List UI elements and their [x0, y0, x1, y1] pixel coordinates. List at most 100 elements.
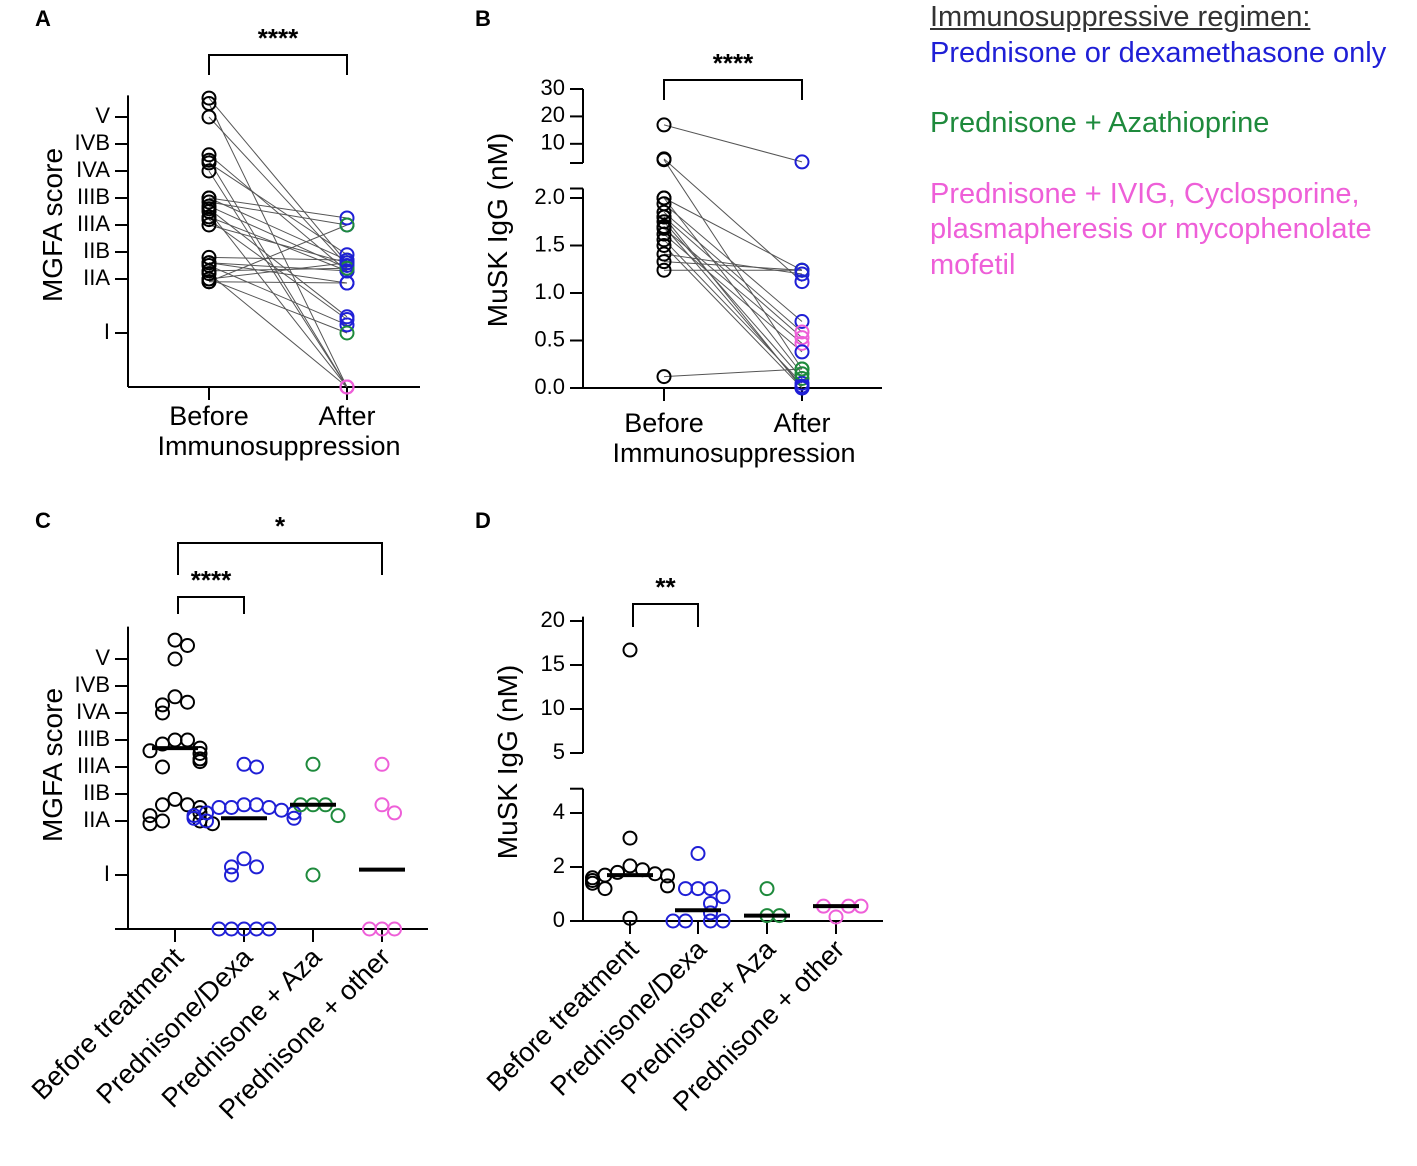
- point: [690, 881, 706, 897]
- point: [249, 759, 264, 775]
- pair-line: [208, 116, 348, 266]
- point: [236, 756, 252, 772]
- y-tick-label: IIIB: [77, 726, 110, 751]
- y-tick-label: 2: [553, 853, 565, 878]
- pair-line: [208, 205, 348, 269]
- point: [155, 705, 170, 721]
- y-tick-label: IVA: [76, 157, 110, 182]
- y-tick-label: 30: [541, 75, 565, 100]
- before-point: [201, 194, 217, 210]
- after-point: [339, 379, 355, 395]
- y-tick-label: IVA: [76, 699, 110, 724]
- pair-line: [663, 158, 803, 282]
- y-tick-label: V: [95, 103, 110, 128]
- pair-line: [208, 278, 348, 334]
- point: [374, 797, 390, 813]
- y-axis-label: MGFA score: [37, 148, 68, 302]
- before-point: [201, 217, 217, 233]
- point: [167, 689, 183, 705]
- after-point: [794, 378, 810, 394]
- point: [167, 632, 183, 648]
- y-tick-label: 4: [553, 799, 565, 824]
- point: [167, 732, 183, 748]
- significance-bracket: [632, 603, 699, 627]
- after-point: [794, 330, 810, 346]
- legend-entry: Prednisone + Azathioprine: [930, 107, 1270, 139]
- significance-label: ****: [258, 23, 299, 53]
- after-point: [794, 274, 810, 290]
- pair-line: [208, 162, 348, 256]
- before-point: [201, 266, 217, 282]
- pair-line: [663, 245, 803, 389]
- point: [660, 868, 675, 884]
- pair-line: [663, 211, 803, 333]
- after-point: [794, 266, 810, 282]
- significance-label: *: [275, 511, 286, 541]
- point: [249, 859, 264, 875]
- y-tick-label: 0.5: [534, 326, 565, 351]
- after-point: [794, 324, 810, 340]
- point: [703, 881, 718, 897]
- y-tick-label: IVB: [75, 130, 110, 155]
- y-tick-label: 1.5: [534, 231, 565, 256]
- y-axis-label: MuSK IgG (nM): [492, 665, 523, 859]
- x-tick-label: After: [318, 401, 375, 431]
- before-point: [656, 117, 672, 133]
- x-axis-label: Immunosuppression: [612, 438, 855, 468]
- significance-label: ****: [713, 48, 754, 78]
- panel-letter: C: [35, 508, 51, 533]
- y-tick-label: IIB: [83, 238, 110, 263]
- after-point: [339, 217, 355, 233]
- after-point: [339, 325, 355, 341]
- before-point: [656, 204, 672, 220]
- panel-letter: D: [475, 508, 491, 533]
- before-point: [201, 274, 217, 290]
- after-point: [794, 361, 810, 377]
- legend-title: Immunosuppressive regimen:: [930, 1, 1311, 33]
- before-point: [656, 246, 672, 262]
- point: [155, 759, 170, 775]
- pair-line: [208, 262, 348, 280]
- after-point: [794, 335, 810, 351]
- point: [142, 808, 158, 824]
- y-tick-label: 1.0: [534, 279, 565, 304]
- pair-line: [208, 262, 348, 272]
- point: [622, 830, 638, 846]
- point: [211, 800, 227, 815]
- point: [665, 913, 681, 929]
- point: [622, 642, 638, 658]
- before-point: [656, 219, 672, 234]
- pair-line: [663, 253, 803, 275]
- point: [224, 867, 239, 883]
- pair-line: [208, 265, 348, 326]
- pair-line: [663, 261, 803, 271]
- y-tick-label: V: [95, 645, 110, 670]
- after-point: [339, 210, 355, 226]
- pair-line: [208, 197, 348, 261]
- pair-line: [208, 170, 348, 388]
- point: [261, 800, 277, 815]
- point: [142, 743, 158, 759]
- after-point: [794, 262, 810, 278]
- before-point: [656, 226, 672, 242]
- point: [224, 859, 239, 875]
- before-point: [656, 152, 672, 168]
- y-tick-label: 0.0: [534, 374, 565, 399]
- point: [236, 851, 252, 867]
- significance-label: **: [655, 572, 676, 602]
- y-tick-label: IIA: [83, 265, 110, 290]
- point: [211, 921, 227, 937]
- point: [261, 921, 277, 937]
- point: [585, 875, 600, 891]
- after-point: [794, 344, 810, 360]
- legend-entry: Prednisone or dexamethasone only: [930, 36, 1387, 69]
- point: [155, 736, 170, 752]
- point: [305, 867, 321, 883]
- pair-line: [208, 262, 348, 284]
- point: [180, 638, 195, 653]
- pair-line: [208, 159, 348, 388]
- point: [387, 921, 402, 937]
- before-point: [201, 109, 217, 125]
- pair-line: [663, 124, 803, 163]
